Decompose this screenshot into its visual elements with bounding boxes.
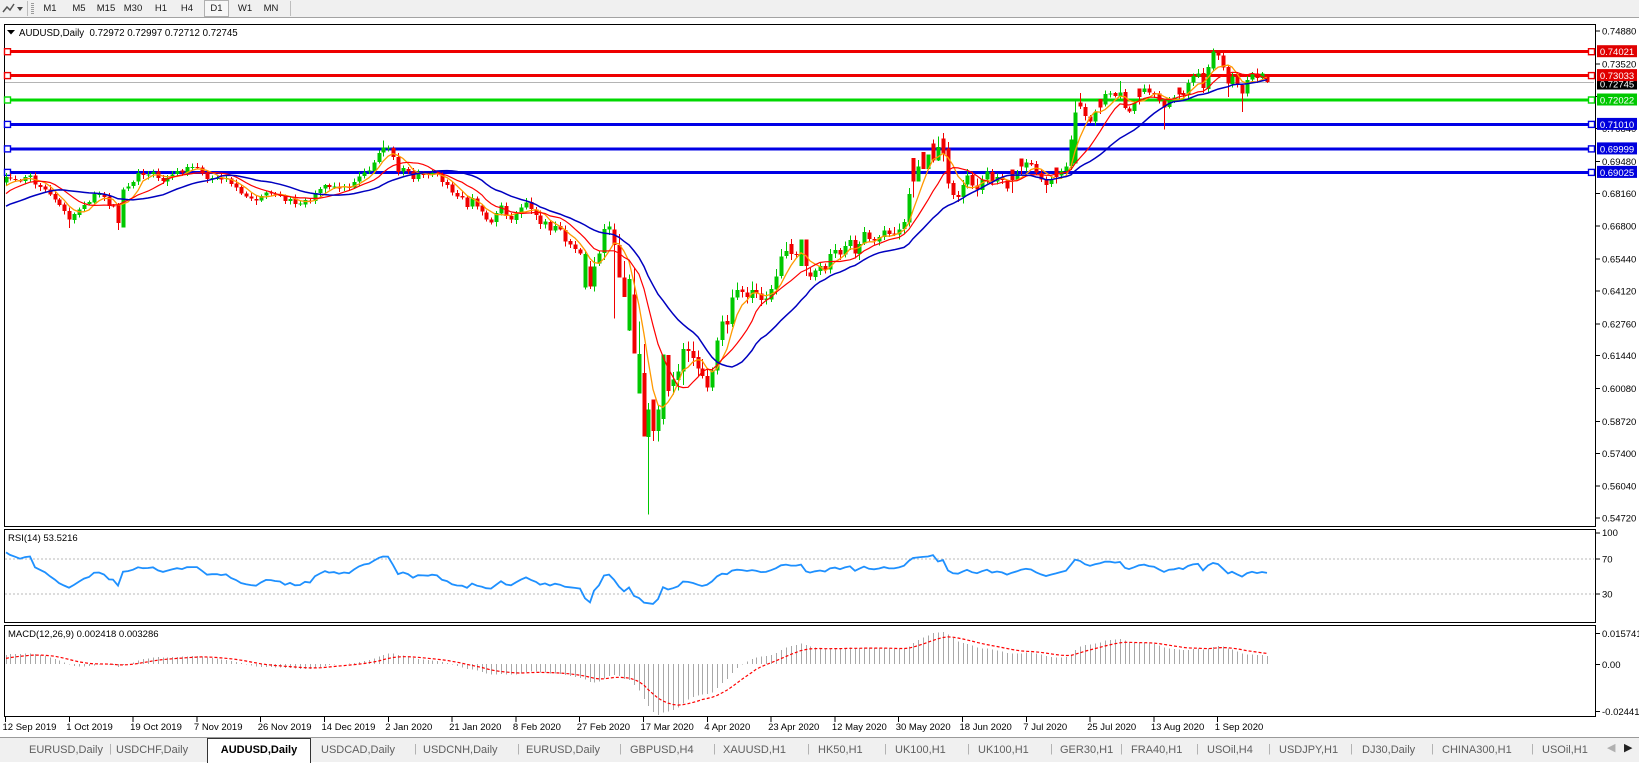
svg-text:1 Oct 2019: 1 Oct 2019 (66, 722, 112, 733)
svg-text:0.72022: 0.72022 (1600, 96, 1634, 107)
svg-text:26 Nov 2019: 26 Nov 2019 (258, 722, 312, 733)
svg-text:0.60080: 0.60080 (1602, 384, 1636, 395)
svg-text:1 Sep 2020: 1 Sep 2020 (1215, 722, 1264, 733)
svg-text:0.56040: 0.56040 (1602, 482, 1636, 493)
svg-text:0.73520: 0.73520 (1602, 59, 1636, 70)
svg-text:8 Feb 2020: 8 Feb 2020 (513, 722, 561, 733)
svg-text:0.69999: 0.69999 (1600, 144, 1634, 155)
svg-text:0.69025: 0.69025 (1600, 168, 1634, 179)
svg-text:14 Dec 2019: 14 Dec 2019 (322, 722, 376, 733)
svg-text:RSI(14) 53.5216: RSI(14) 53.5216 (8, 533, 78, 544)
svg-text:30: 30 (1602, 590, 1613, 601)
svg-text:0.68160: 0.68160 (1602, 189, 1636, 200)
svg-text:12 May 2020: 12 May 2020 (832, 722, 887, 733)
svg-text:0.73033: 0.73033 (1600, 71, 1634, 82)
svg-text:0.74021: 0.74021 (1600, 47, 1634, 58)
svg-text:0.015741: 0.015741 (1602, 629, 1639, 640)
svg-text:18 Jun 2020: 18 Jun 2020 (960, 722, 1012, 733)
svg-text:12 Sep 2019: 12 Sep 2019 (3, 722, 57, 733)
svg-text:70: 70 (1602, 555, 1613, 566)
svg-text:0.61440: 0.61440 (1602, 351, 1636, 362)
svg-text:17 Mar 2020: 17 Mar 2020 (641, 722, 694, 733)
svg-text:23 Apr 2020: 23 Apr 2020 (768, 722, 819, 733)
svg-text:0.54720: 0.54720 (1602, 514, 1636, 525)
svg-text:27 Feb 2020: 27 Feb 2020 (577, 722, 630, 733)
svg-text:0.69480: 0.69480 (1602, 157, 1636, 168)
svg-text:7 Jul 2020: 7 Jul 2020 (1023, 722, 1067, 733)
svg-text:0.72745: 0.72745 (1600, 80, 1634, 91)
svg-text:MACD(12,26,9) 0.002418 0.00328: MACD(12,26,9) 0.002418 0.003286 (8, 629, 159, 640)
svg-text:0.58720: 0.58720 (1602, 417, 1636, 428)
svg-text:0.65440: 0.65440 (1602, 255, 1636, 266)
svg-text:0.62760: 0.62760 (1602, 319, 1636, 330)
svg-text:0.66800: 0.66800 (1602, 222, 1636, 233)
svg-text:0.00: 0.00 (1602, 660, 1621, 671)
svg-text:0.57400: 0.57400 (1602, 449, 1636, 460)
svg-text:30 May 2020: 30 May 2020 (896, 722, 951, 733)
svg-text:25 Jul 2020: 25 Jul 2020 (1087, 722, 1136, 733)
svg-text:0.74880: 0.74880 (1602, 27, 1636, 38)
svg-text:21 Jan 2020: 21 Jan 2020 (449, 722, 501, 733)
svg-text:4 Apr 2020: 4 Apr 2020 (704, 722, 750, 733)
svg-text:0.71010: 0.71010 (1600, 120, 1634, 131)
svg-text:AUDUSD,Daily 0.72972 0.72997: AUDUSD,Daily 0.72972 0.72997 0.72712 0.7… (19, 28, 238, 39)
svg-text:-0.024412: -0.024412 (1602, 707, 1639, 718)
svg-text:2 Jan 2020: 2 Jan 2020 (385, 722, 432, 733)
svg-text:7 Nov 2019: 7 Nov 2019 (194, 722, 243, 733)
svg-text:19 Oct 2019: 19 Oct 2019 (130, 722, 182, 733)
svg-text:0.64120: 0.64120 (1602, 286, 1636, 297)
svg-text:13 Aug 2020: 13 Aug 2020 (1151, 722, 1204, 733)
svg-text:100: 100 (1602, 528, 1618, 539)
